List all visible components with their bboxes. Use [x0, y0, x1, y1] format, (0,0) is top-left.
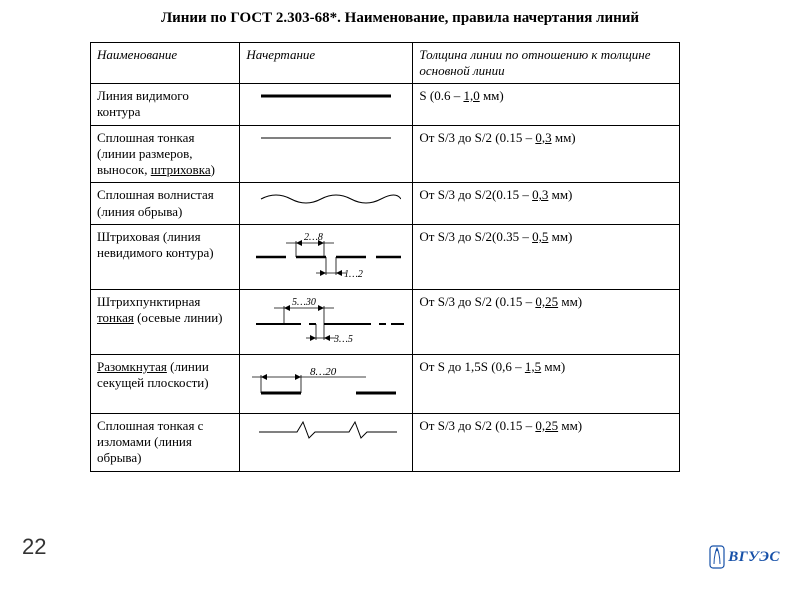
cell-name: Линия видимого контура: [91, 84, 240, 126]
header-name: Наименование: [91, 43, 240, 84]
logo: ВГУЭС: [708, 544, 780, 570]
table-row: Штрихпунктирная тонкая (осевые линии)5…3…: [91, 289, 680, 354]
cell-drawing: [240, 183, 413, 225]
page-title: Линии по ГОСТ 2.303-68*. Наименование, п…: [0, 10, 800, 27]
svg-text:1…2: 1…2: [344, 269, 363, 280]
svg-text:2…8: 2…8: [304, 232, 323, 243]
logo-icon: [708, 544, 726, 570]
table-row: Разомкнутая (линии секущей плоскости) 8…2…: [91, 354, 680, 413]
svg-text:8…20: 8…20: [310, 366, 337, 378]
cell-thickness: От S/3 до S/2 (0.15 – 0,3 мм): [413, 125, 680, 183]
cell-drawing: [240, 413, 413, 471]
cell-thickness: От S/3 до S/2 (0.15 – 0,25 мм): [413, 289, 680, 354]
table-row: Сплошная тонкая (линии размеров, выносок…: [91, 125, 680, 183]
cell-drawing: 2…8 1…2: [240, 224, 413, 289]
header-thickness: Толщина линии по отношению к толщине осн…: [413, 43, 680, 84]
cell-thickness: От S/3 до S/2(0.15 – 0,3 мм): [413, 183, 680, 225]
cell-name: Штрихпунктирная тонкая (осевые линии): [91, 289, 240, 354]
cell-name: Штриховая (линия невидимого контура): [91, 224, 240, 289]
cell-thickness: S (0.6 – 1,0 мм): [413, 84, 680, 126]
page-number: 22: [22, 534, 46, 560]
table-row: Сплошная волнистая (линия обрыва) От S/3 …: [91, 183, 680, 225]
cell-name: Сплошная тонкая (линии размеров, выносок…: [91, 125, 240, 183]
cell-name: Разомкнутая (линии секущей плоскости): [91, 354, 240, 413]
cell-name: Сплошная тонкая с изломами (линия обрыва…: [91, 413, 240, 471]
cell-name: Сплошная волнистая (линия обрыва): [91, 183, 240, 225]
cell-thickness: От S до 1,5S (0,6 – 1,5 мм): [413, 354, 680, 413]
cell-drawing: 5…30 3…5: [240, 289, 413, 354]
table-row: Сплошная тонкая с изломами (линия обрыва…: [91, 413, 680, 471]
lines-table: Наименование Начертание Толщина линии по…: [90, 42, 680, 472]
cell-drawing: [240, 125, 413, 183]
cell-thickness: От S/3 до S/2(0.35 – 0,5 мм): [413, 224, 680, 289]
cell-thickness: От S/3 до S/2 (0.15 – 0,25 мм): [413, 413, 680, 471]
cell-drawing: 8…20: [240, 354, 413, 413]
logo-text: ВГУЭС: [728, 549, 780, 566]
cell-drawing: [240, 84, 413, 126]
svg-text:5…30: 5…30: [292, 297, 316, 308]
svg-text:3…5: 3…5: [333, 334, 353, 345]
table-row: Штриховая (линия невидимого контура) 2…8 1…: [91, 224, 680, 289]
header-drawing: Начертание: [240, 43, 413, 84]
table-header-row: Наименование Начертание Толщина линии по…: [91, 43, 680, 84]
table-row: Линия видимого контура S (0.6 – 1,0 мм): [91, 84, 680, 126]
